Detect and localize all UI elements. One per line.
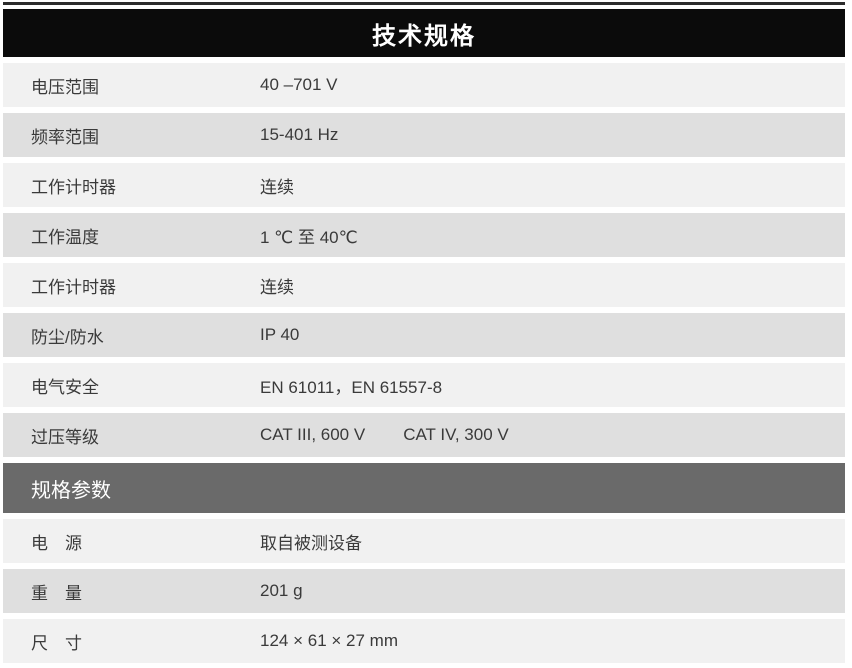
spec-row: 电气安全 EN 61011，EN 61557-8 [3,363,845,407]
row-value: 取自被测设备 [260,533,362,553]
row-value-2: CAT IV, 300 V [403,425,509,444]
spec-row: 电 源 取自被测设备 [3,519,845,563]
row-value: 201 g [260,581,303,600]
row-value: 1 ℃ 至 40℃ [260,227,358,247]
row-value: EN 61011，EN 61557-8 [260,377,443,397]
row-label: 频率范围 [31,127,99,147]
row-value: 124 × 61 × 27 mm [260,631,398,650]
spec-row: 尺 寸 124 × 61 × 27 mm [3,619,845,663]
section-header-label: 规格参数 [31,479,111,502]
table-title: 技术规格 [372,22,476,50]
spec-row: 工作温度 1 ℃ 至 40℃ [3,213,845,257]
row-label: 电压范围 [31,77,99,97]
spec-row: 防尘/防水 IP 40 [3,313,845,357]
spec-row: 电压范围 40 –701 V [3,63,845,107]
row-label: 重 量 [31,583,82,603]
row-label: 尺 寸 [31,633,82,653]
table-title-bar: 技术规格 [3,9,845,57]
row-label: 工作计时器 [31,177,116,197]
row-value: 连续 [260,277,294,297]
spec-row: 频率范围 15-401 Hz [3,113,845,157]
row-value: IP 40 [260,325,300,344]
section-header-bar: 规格参数 [3,463,845,513]
row-value: 连续 [260,177,294,197]
row-value: 15-401 Hz [260,125,339,144]
spec-row: 过压等级 CAT III, 600 V CAT IV, 300 V [3,413,845,457]
row-label: 工作温度 [31,227,99,247]
spec-row: 工作计时器 连续 [3,163,845,207]
spec-table-section-2: 电 源 取自被测设备 重 量 201 g 尺 寸 124 × 61 × 27 m… [3,519,845,663]
row-value: CAT III, 600 V [260,425,366,444]
spec-table: 技术规格 电压范围 40 –701 V 频率范围 15-401 Hz 工作计时器… [3,0,845,668]
spec-row: 重 量 201 g [3,569,845,613]
row-label: 防尘/防水 [31,327,104,347]
top-divider [3,2,845,5]
spec-row: 工作计时器 连续 [3,263,845,307]
spec-table-section-1: 电压范围 40 –701 V 频率范围 15-401 Hz 工作计时器 连续 工… [3,63,845,457]
row-label: 过压等级 [31,427,99,447]
row-label: 工作计时器 [31,277,116,297]
row-label: 电 源 [31,533,82,553]
row-label: 电气安全 [31,377,99,397]
row-value: 40 –701 V [260,75,338,94]
